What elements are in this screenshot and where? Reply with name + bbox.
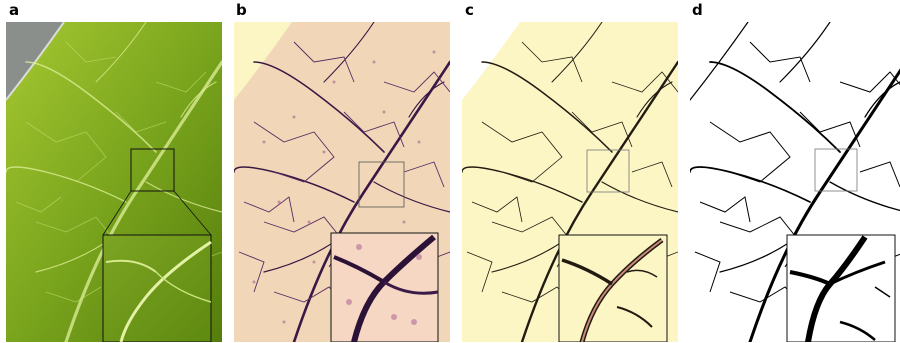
- inset-d-magnified: [786, 234, 896, 342]
- panel-a-leaf-photo: [6, 22, 222, 342]
- inset-b-magnified: [330, 232, 439, 342]
- inset-a-magnified: [102, 234, 212, 342]
- panel-label-d: d: [692, 1, 703, 19]
- panel-c-vein-outline-tracing: [462, 22, 678, 342]
- panel-label-a: a: [9, 1, 20, 19]
- panel-b-stained-venation: [234, 22, 450, 342]
- inset-c-magnified: [558, 234, 668, 342]
- panel-label-b: b: [236, 1, 247, 19]
- zoom-region-box: [130, 148, 175, 192]
- panel-label-c: c: [465, 1, 474, 19]
- panel-d-binary-venation-skeleton: [690, 22, 900, 342]
